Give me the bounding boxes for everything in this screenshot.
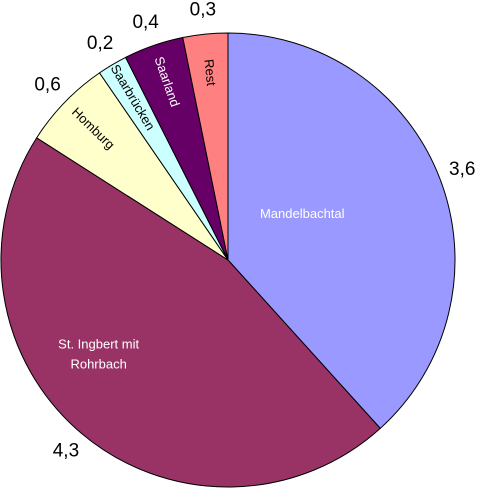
category-label: St. Ingbert mit Rohrbach	[58, 337, 139, 372]
pie-slice	[182, 32, 229, 261]
pie-slice	[227, 32, 456, 430]
value-label: 0,6	[34, 75, 60, 96]
value-label: 4,3	[53, 441, 79, 462]
value-label: 3,6	[449, 159, 475, 180]
category-label: Mandelbachtal	[260, 207, 345, 222]
pie-slice	[0, 137, 381, 488]
value-label: 0,4	[132, 12, 159, 33]
category-label: Rest	[201, 58, 219, 86]
value-label: 0,2	[87, 33, 113, 54]
value-label: 0,3	[190, 0, 216, 20]
